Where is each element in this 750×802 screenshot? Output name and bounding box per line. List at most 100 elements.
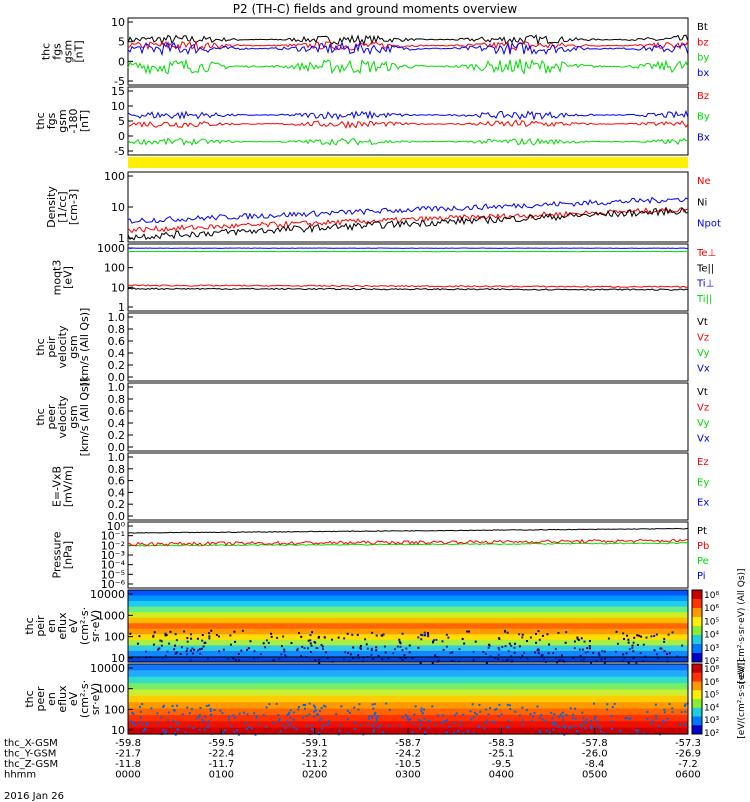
heatmap-pixel bbox=[420, 634, 422, 636]
heatmap-pixel bbox=[234, 641, 236, 643]
heatmap-pixel bbox=[656, 634, 658, 636]
heatmap-pixel bbox=[628, 642, 630, 644]
y-tick-label: 100 bbox=[104, 170, 125, 183]
heatmap-pixel bbox=[302, 717, 304, 719]
heatmap-pixel bbox=[163, 705, 165, 707]
heatmap-pixel bbox=[679, 723, 681, 725]
heatmap-pixel bbox=[531, 720, 533, 722]
heatmap-pixel bbox=[256, 715, 258, 717]
heatmap-pixel bbox=[193, 649, 195, 651]
heatmap-pixel bbox=[650, 723, 652, 725]
heatmap-pixel bbox=[575, 718, 577, 720]
heatmap-pixel bbox=[514, 643, 516, 645]
heatmap-pixel bbox=[315, 647, 317, 649]
colorbar-band bbox=[692, 708, 702, 717]
colorbar-tick-label: 10² bbox=[704, 729, 719, 739]
heatmap-pixel bbox=[438, 660, 440, 662]
legend-entry: Vt bbox=[697, 387, 708, 398]
heatmap-pixel bbox=[498, 654, 500, 656]
heatmap-pixel bbox=[164, 732, 166, 734]
heatmap-pixel bbox=[420, 720, 422, 722]
heatmap-pixel bbox=[204, 716, 206, 718]
heatmap-band bbox=[128, 670, 688, 677]
heatmap-pixel bbox=[347, 633, 349, 635]
heatmap-pixel bbox=[265, 726, 267, 728]
heatmap-pixel bbox=[507, 659, 509, 661]
series-line bbox=[128, 288, 688, 290]
heatmap-pixel bbox=[367, 648, 369, 650]
heatmap-pixel bbox=[173, 709, 175, 711]
heatmap-pixel bbox=[606, 703, 608, 705]
heatmap-pixel bbox=[183, 630, 185, 632]
heatmap-pixel bbox=[541, 655, 543, 657]
heatmap-pixel bbox=[174, 645, 176, 647]
heatmap-pixel bbox=[507, 727, 509, 729]
heatmap-pixel bbox=[218, 650, 220, 652]
heatmap-pixel bbox=[263, 714, 265, 716]
series-line bbox=[128, 285, 688, 288]
heatmap-pixel bbox=[169, 631, 171, 633]
heatmap-pixel bbox=[585, 722, 587, 724]
heatmap-pixel bbox=[562, 719, 564, 721]
heatmap-pixel bbox=[479, 711, 481, 713]
x-tick-label: -26.0 bbox=[582, 749, 608, 760]
heatmap-pixel bbox=[371, 648, 373, 650]
colorbar-band bbox=[692, 682, 702, 691]
y-tick-label: 100 bbox=[104, 262, 125, 275]
heatmap-pixel bbox=[415, 705, 417, 707]
heatmap-pixel bbox=[423, 709, 425, 711]
heatmap-pixel bbox=[498, 648, 500, 650]
heatmap-pixel bbox=[492, 721, 494, 723]
heatmap-band bbox=[128, 664, 688, 671]
heatmap-pixel bbox=[283, 651, 285, 653]
heatmap-pixel bbox=[558, 726, 560, 728]
heatmap-pixel bbox=[340, 724, 342, 726]
heatmap-pixel bbox=[552, 652, 554, 654]
heatmap-pixel bbox=[409, 651, 411, 653]
heatmap-pixel bbox=[319, 719, 321, 721]
legend-entry: Npot bbox=[697, 219, 721, 230]
heatmap-pixel bbox=[542, 635, 544, 637]
legend-entry: Te⊥ bbox=[696, 248, 716, 259]
heatmap-pixel bbox=[243, 712, 245, 714]
heatmap-pixel bbox=[555, 721, 557, 723]
heatmap-pixel bbox=[146, 724, 148, 726]
heatmap-pixel bbox=[671, 711, 673, 713]
heatmap-pixel bbox=[248, 647, 250, 649]
heatmap-pixel bbox=[611, 720, 613, 722]
heatmap-pixel bbox=[270, 633, 272, 635]
heatmap-pixel bbox=[166, 651, 168, 653]
heatmap-pixel bbox=[541, 719, 543, 721]
heatmap-band bbox=[128, 601, 688, 607]
heatmap-pixel bbox=[598, 654, 600, 656]
heatmap-pixel bbox=[451, 651, 453, 653]
heatmap-pixel bbox=[579, 649, 581, 651]
y-tick-label: 1000 bbox=[97, 242, 125, 255]
heatmap-pixel bbox=[574, 647, 576, 649]
heatmap-pixel bbox=[664, 650, 666, 652]
heatmap-pixel bbox=[640, 636, 642, 638]
heatmap-pixel bbox=[521, 636, 523, 638]
heatmap-pixel bbox=[328, 721, 330, 723]
heatmap-pixel bbox=[273, 722, 275, 724]
heatmap-pixel bbox=[165, 730, 167, 732]
heatmap-pixel bbox=[646, 718, 648, 720]
heatmap-pixel bbox=[655, 715, 657, 717]
heatmap-pixel bbox=[375, 721, 377, 723]
heatmap-pixel bbox=[176, 705, 178, 707]
heatmap-pixel bbox=[574, 726, 576, 728]
y-tick-label: 10000 bbox=[90, 662, 125, 675]
quality-flag-bar bbox=[128, 157, 688, 168]
heatmap-pixel bbox=[583, 721, 585, 723]
y-tick-label: 10 bbox=[111, 16, 125, 29]
heatmap-pixel bbox=[310, 642, 312, 644]
heatmap-pixel bbox=[424, 632, 426, 634]
legend-entry: Ni bbox=[697, 197, 707, 208]
heatmap-pixel bbox=[388, 725, 390, 727]
x-tick-label: -57.8 bbox=[582, 738, 608, 749]
heatmap-pixel bbox=[385, 651, 387, 653]
heatmap-pixel bbox=[156, 712, 158, 714]
heatmap-pixel bbox=[407, 719, 409, 721]
heatmap-pixel bbox=[497, 658, 499, 660]
heatmap-pixel bbox=[565, 642, 567, 644]
